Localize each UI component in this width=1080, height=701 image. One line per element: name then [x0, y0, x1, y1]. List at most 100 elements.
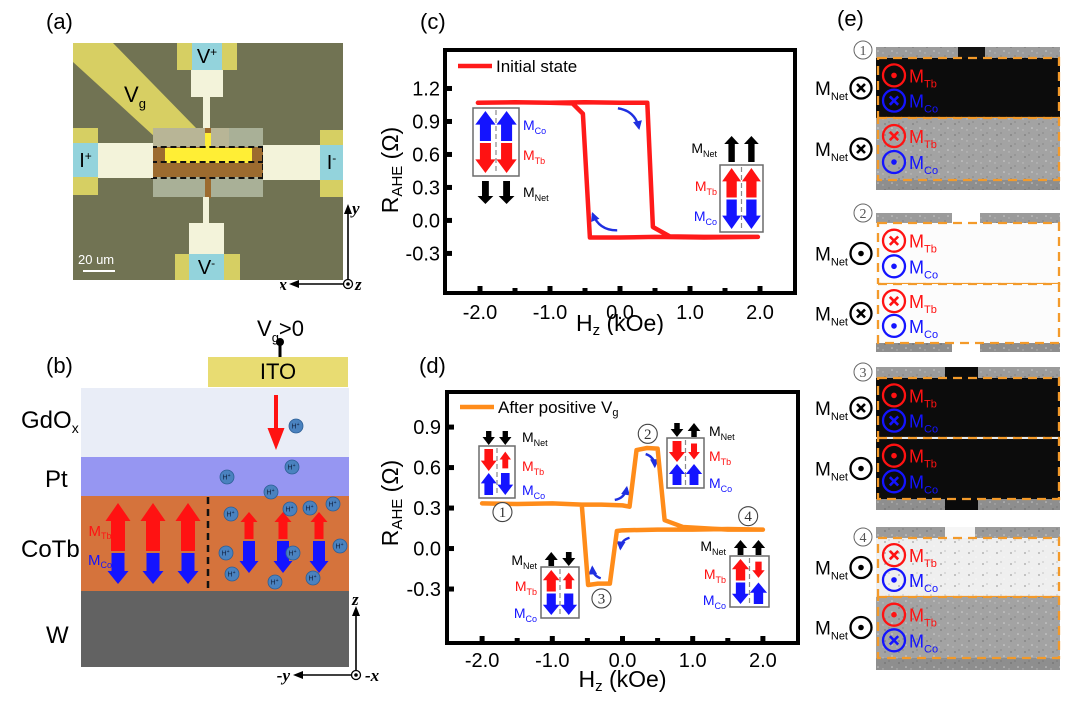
net-moment-label: MNet [815, 305, 848, 329]
state-marker-circle [853, 203, 873, 223]
y-major-tick [448, 586, 454, 592]
y-tick-label: 0.6 [413, 458, 441, 480]
y-major-tick [448, 546, 454, 552]
proton-label-main: H [267, 490, 272, 497]
state-marker-circle [591, 588, 612, 609]
y-tick-label: 0.9 [412, 111, 440, 133]
inset-label-co-main: M [523, 117, 535, 133]
tb-into-plane-icon [881, 542, 907, 568]
proton-circle [302, 500, 318, 516]
net-moment-label: MNet [815, 140, 848, 164]
net-moment-arrow [499, 431, 512, 445]
net-moment-label-sub: Net [831, 152, 848, 164]
x-minor-tick [582, 288, 588, 292]
proton-circle [224, 566, 240, 582]
into-plane-icon-cross [856, 83, 866, 93]
proton-label-main: H [309, 576, 314, 583]
v-plus-lead [203, 97, 210, 128]
co-moment-label-main: M [909, 631, 924, 651]
tb-moment-arrow [752, 561, 765, 578]
co-moment-label-main: M [909, 257, 924, 277]
co-into-plane-icon-ring [881, 628, 907, 653]
proton-label: H+ [223, 473, 231, 482]
tb-into-plane-icon-cross [888, 130, 900, 142]
electrode-strip-texture [876, 658, 1060, 670]
co-moment-label-main: M [909, 571, 924, 591]
net-moment-arrow [744, 136, 759, 162]
x-axis-arrowhead [289, 280, 299, 288]
co-moment-arrow [741, 199, 761, 229]
inset-label-tb-sub: Tb [706, 187, 717, 197]
electrode-strip-texture [876, 180, 1060, 190]
x-axis-label-main: H [576, 310, 593, 335]
co-moment-arrow [542, 593, 560, 615]
tb-moment-arrow [731, 559, 750, 581]
gate-bias-rest: >0 [278, 316, 305, 341]
x-tick-label: -1.0 [535, 650, 569, 672]
panel-e-domain-images: 1MNetMTbMCoMNetMTbMCo2MNetMTbMCoMNetMTbM… [815, 40, 1061, 670]
y-major-tick [446, 151, 452, 157]
co-out-of-plane-icon-dot [891, 323, 897, 329]
net-moment-arrow [724, 136, 739, 162]
into-plane-icon-cross [856, 308, 866, 319]
v-plus-label-main: V [196, 46, 211, 68]
tb-moment-arrow [475, 143, 496, 173]
tb-moment-arrow [668, 441, 686, 462]
proton-label: H+ [267, 488, 275, 497]
scale-bar-label: 20 um [78, 252, 115, 267]
proton-circle [332, 538, 348, 554]
proton-icon: H+ [219, 469, 235, 485]
inset-label-net-sub: Net [523, 561, 538, 571]
tb-into-plane-icon-cross [888, 235, 900, 246]
tb-moment-label-main: M [909, 386, 924, 406]
inset-label-net-sub: Net [703, 149, 718, 159]
tb-moment-arrow-reduced [274, 512, 292, 539]
ito-electrode: ITO [208, 357, 348, 387]
proton-label-sup: + [232, 510, 235, 516]
tb-moment-label-main: M [909, 232, 924, 252]
x-tick-label: -2.0 [465, 650, 499, 672]
tb-moment-arrow-reduced [310, 512, 328, 539]
proton-icon: H+ [332, 538, 348, 554]
proton-circle [223, 506, 239, 522]
tb-moment-label-main: M [909, 292, 924, 312]
proton-icon: H+ [305, 570, 321, 586]
strip-notch [945, 367, 978, 378]
gated-region [165, 148, 252, 163]
proton-label-sup: + [276, 578, 279, 584]
sweep-direction-arrow [591, 211, 618, 232]
net-moment-arrow [687, 423, 701, 437]
x-out-of-plane-dot [354, 673, 358, 677]
tb-moment-arrow [741, 168, 761, 198]
co-into-plane-icon-cross [888, 415, 900, 426]
co-moment-label-main: M [909, 153, 924, 173]
gate-terminal-dot [276, 338, 284, 346]
inset-label-net-main: M [523, 184, 535, 200]
y-tick-label: 1.2 [412, 78, 440, 100]
layer-label-cotb: CoTb [21, 538, 80, 562]
x-axis-label-sub: z [595, 678, 603, 695]
co-moment-arrow [496, 111, 517, 141]
inset-label-tb-main: M [523, 147, 535, 163]
proton-label-main: H [286, 507, 291, 514]
x-major-tick [760, 636, 766, 642]
tb-into-plane-icon-cross [888, 550, 900, 561]
co-out-of-plane-icon-ring [881, 149, 907, 175]
gate-bias-sub: g [271, 330, 279, 345]
tb-out-of-plane-icon-dot [891, 72, 897, 79]
out-of-plane-icon [849, 555, 873, 580]
proton-label-sup: + [297, 422, 300, 428]
co-moment-arrow [239, 541, 259, 573]
co-moment-arrow [480, 473, 497, 495]
proton-label-main: H [228, 572, 233, 579]
net-moment-label: MNet [815, 460, 848, 484]
proton-label: H+ [227, 510, 235, 519]
tb-moment-arrow [688, 443, 700, 460]
y-major-tick [446, 85, 452, 91]
out-of-plane-icon-dot [858, 564, 864, 571]
co-into-plane-icon [881, 88, 907, 113]
y-axis-label: -y [277, 666, 291, 685]
inset-label-co-main: M [703, 592, 715, 608]
